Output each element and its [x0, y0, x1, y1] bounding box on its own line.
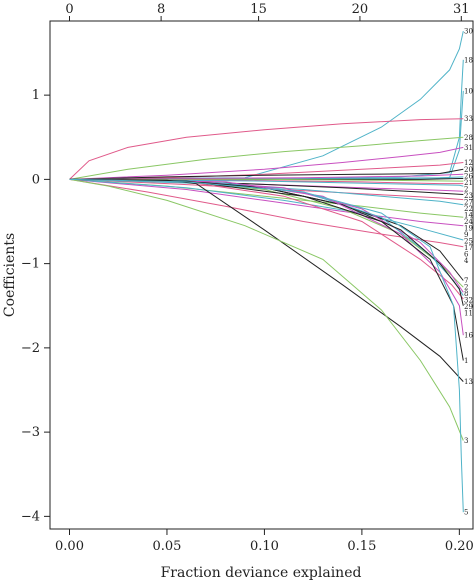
- series-line-16: [69, 178, 464, 336]
- series-end-label: 14: [464, 211, 473, 219]
- series-end-label: 24: [464, 218, 473, 226]
- y-tick-label: −3: [21, 425, 40, 440]
- series-end-label: 21: [464, 179, 473, 187]
- y-tick-label: −1: [21, 257, 40, 272]
- series-line-31: [69, 146, 464, 180]
- series-end-label: 32: [464, 297, 473, 305]
- x-axis-title: Fraction deviance explained: [161, 565, 362, 581]
- x-tick-label: 0.00: [55, 539, 84, 554]
- series-line-5: [69, 178, 464, 513]
- x-tick-label: 0.20: [445, 539, 474, 554]
- series-line-18: [69, 59, 464, 180]
- series-line-19: [69, 178, 464, 201]
- series-end-label: 7: [464, 277, 468, 285]
- series-line-9: [69, 178, 464, 206]
- series-end-label: 8: [464, 290, 468, 298]
- y-tick-label: −2: [21, 341, 40, 356]
- series-end-label: 26: [464, 172, 473, 180]
- series-end-label: 22: [464, 205, 473, 213]
- series-line-4: [69, 178, 464, 248]
- top-tick-label: 31: [453, 2, 470, 17]
- series-end-label: 13: [464, 378, 473, 386]
- series-line-12: [69, 162, 464, 180]
- series-line-11: [69, 178, 464, 306]
- series-end-label: 27: [464, 198, 473, 206]
- series-end-label: 33: [464, 115, 473, 123]
- series-line-6: [69, 178, 464, 241]
- series-end-label: 16: [464, 332, 473, 340]
- x-tick-label: 0.15: [347, 539, 376, 554]
- series-end-label: 6: [464, 250, 469, 258]
- series-end-label: 11: [464, 310, 473, 318]
- series-end-label: 3: [464, 437, 468, 445]
- y-tick-label: −4: [21, 509, 40, 524]
- series-end-label: 20: [464, 166, 473, 174]
- series-end-label: 10: [464, 87, 473, 95]
- series-end-label: 17: [464, 244, 473, 252]
- series-line-3: [69, 178, 464, 441]
- x-tick-label: 0.10: [250, 539, 279, 554]
- series-layer: [69, 30, 464, 513]
- top-tick-label: 8: [157, 2, 165, 17]
- series-end-label: 1: [464, 357, 468, 365]
- series-line-33: [69, 118, 464, 180]
- y-axis: 1 0 −1 −2 −3 −4: [21, 88, 50, 524]
- series-end-label: 30: [464, 28, 473, 36]
- series-end-label: 2: [464, 284, 468, 292]
- x-tick-label: 0.05: [152, 539, 181, 554]
- series-end-label: 4: [464, 257, 469, 265]
- series-end-label: 29: [464, 303, 473, 311]
- series-line-10: [69, 90, 464, 180]
- series-end-label: 2: [464, 185, 468, 193]
- series-line-23: [69, 178, 464, 182]
- series-end-label: 31: [464, 144, 473, 152]
- series-line-13: [69, 178, 464, 382]
- y-tick-label: 1: [32, 88, 40, 103]
- top-tick-label: 15: [250, 2, 267, 17]
- y-axis-title: Coefficients: [2, 233, 18, 317]
- top-axis: 0 8 15 20 31: [65, 2, 470, 21]
- series-line-20: [69, 168, 464, 180]
- top-tick-label: 0: [65, 2, 73, 17]
- series-end-label: 25: [464, 237, 473, 245]
- series-end-label: 18: [464, 56, 473, 64]
- plot-frame: [49, 20, 474, 530]
- series-end-label: 12: [464, 159, 473, 167]
- series-line-17: [69, 178, 464, 227]
- top-tick-label: 20: [352, 2, 369, 17]
- series-end-label: 5: [464, 509, 468, 517]
- series-end-label: 23: [464, 192, 473, 200]
- series-end-label: 28: [464, 134, 473, 142]
- y-tick-label: 0: [32, 172, 40, 187]
- series-end-label: 9: [464, 231, 468, 239]
- series-line-1: [69, 178, 464, 361]
- series-line-30: [69, 30, 464, 180]
- series-line-7: [69, 178, 464, 281]
- end-labels: 3018103328311220262122327221424199251764…: [464, 28, 473, 517]
- series-line-26: [69, 173, 464, 180]
- x-axis: 0.00 0.05 0.10 0.15 0.20: [55, 529, 474, 554]
- series-line-28: [69, 136, 464, 180]
- series-end-label: 19: [464, 224, 473, 232]
